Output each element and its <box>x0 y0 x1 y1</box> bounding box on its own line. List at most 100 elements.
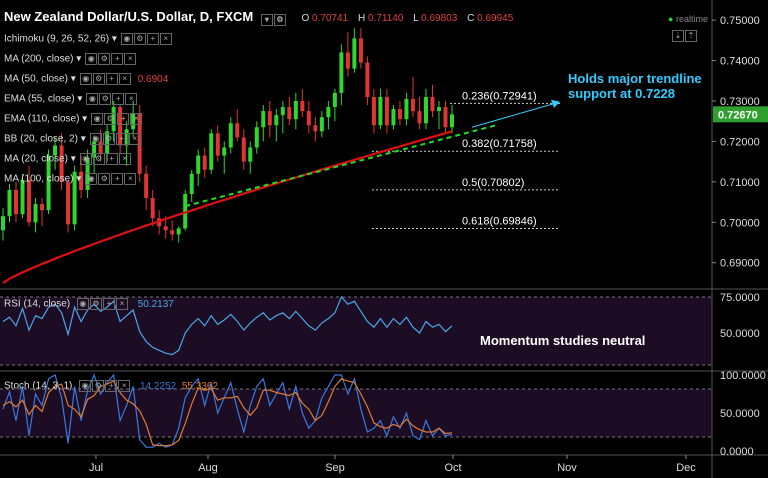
eye-icon[interactable]: ◉ <box>76 298 89 310</box>
gear-icon[interactable]: ⚙ <box>92 380 105 392</box>
plus-icon[interactable]: + <box>105 73 118 85</box>
stoch-band <box>0 389 712 437</box>
close-icon[interactable]: × <box>159 33 172 45</box>
candle-body <box>144 173 149 199</box>
arrow-down-icon[interactable]: ⇣ <box>672 30 684 42</box>
indicator-buttons[interactable]: ◉ ⚙ + × <box>91 113 143 125</box>
close-icon[interactable]: × <box>118 380 131 392</box>
indicator-buttons[interactable]: ◉ ⚙ + × <box>79 73 132 85</box>
gear-icon[interactable]: ⚙ <box>89 298 102 310</box>
plus-icon[interactable]: + <box>102 298 115 310</box>
eye-icon[interactable]: ◉ <box>91 113 104 125</box>
gear-icon[interactable]: ⚙ <box>104 113 117 125</box>
y-tick-label: 0.72000 <box>720 136 760 148</box>
fib-label: 0.618(0.69846) <box>462 216 537 228</box>
eye-icon[interactable]: ◉ <box>89 133 102 145</box>
plus-icon[interactable]: + <box>111 173 124 185</box>
rsi-buttons[interactable]: ◉ ⚙ + × <box>76 298 129 310</box>
eye-icon[interactable]: ◉ <box>79 380 92 392</box>
gear-icon[interactable]: ⚙ <box>92 153 105 165</box>
indicator-buttons[interactable]: ◉ ⚙ + × <box>79 153 132 165</box>
fib-label: 0.382(0.71758) <box>462 138 537 150</box>
indicator-label[interactable]: Ichimoku (9, 26, 52, 26) ▾ <box>4 33 117 45</box>
eye-icon[interactable]: ◉ <box>86 93 99 105</box>
indicator-legend: MA (200, close) ▾ ◉ ⚙ + × <box>4 53 137 65</box>
close-value: 0.69945 <box>477 13 514 24</box>
y-tick-label: 0.69000 <box>720 258 760 270</box>
candle-body <box>189 173 194 194</box>
close-icon[interactable]: × <box>128 133 141 145</box>
y-tick-label: 0.73000 <box>720 96 760 108</box>
eye-icon[interactable]: ◉ <box>85 53 98 65</box>
eye-icon[interactable]: ◉ <box>120 33 133 45</box>
stoch-d-value: 55.3362 <box>181 380 219 392</box>
indicator-buttons[interactable]: ◉ ⚙ + × <box>85 53 137 65</box>
stoch-axis-label: 100.0000 <box>720 370 766 382</box>
title-buttons[interactable]: ▾ ⚙ <box>260 10 287 26</box>
indicator-buttons[interactable]: ◉ ⚙ + × <box>120 33 173 45</box>
candle-body <box>384 96 389 126</box>
close-icon[interactable]: × <box>130 113 143 125</box>
close-icon[interactable]: × <box>124 53 137 65</box>
close-icon[interactable]: × <box>118 153 131 165</box>
candle-body <box>313 125 318 132</box>
indicator-legend: EMA (110, close) ▾ ◉ ⚙ + × <box>4 113 143 125</box>
plus-icon[interactable]: + <box>146 33 159 45</box>
candle-body <box>118 107 123 146</box>
candle-body <box>267 111 272 126</box>
panel-buttons[interactable]: ⇣ ⇡ <box>672 30 698 42</box>
plus-icon[interactable]: + <box>117 113 130 125</box>
indicator-label[interactable]: EMA (55, close) ▾ <box>4 93 83 105</box>
candle-body <box>332 92 337 108</box>
indicator-buttons[interactable]: ◉ ⚙ + × <box>86 93 138 105</box>
dropdown-icon[interactable]: ▾ <box>260 13 273 26</box>
close-icon[interactable]: × <box>125 93 138 105</box>
candle-body <box>306 111 311 126</box>
indicator-label[interactable]: MA (20, close) ▾ <box>4 153 76 165</box>
candle-body <box>423 96 428 124</box>
plus-icon[interactable]: + <box>111 53 124 65</box>
indicator-buttons[interactable]: ◉ ⚙ + × <box>89 133 142 145</box>
gear-icon[interactable]: ⚙ <box>99 93 112 105</box>
candle-body <box>40 204 45 211</box>
indicator-legend: MA (100, close) ▾ ◉ ⚙ + × <box>4 173 137 185</box>
eye-icon[interactable]: ◉ <box>85 173 98 185</box>
candle-body <box>248 147 253 162</box>
gear-icon[interactable]: ⚙ <box>98 173 111 185</box>
close-icon[interactable]: × <box>118 73 131 85</box>
plus-icon[interactable]: + <box>105 153 118 165</box>
y-tick-label: 0.75000 <box>720 15 760 27</box>
eye-icon[interactable]: ◉ <box>79 153 92 165</box>
gear-icon[interactable]: ⚙ <box>133 33 146 45</box>
y-tick-label: 0.70000 <box>720 217 760 229</box>
close-icon[interactable]: × <box>115 298 128 310</box>
indicator-buttons[interactable]: ◉ ⚙ + × <box>85 173 137 185</box>
indicator-label[interactable]: BB (20, close, 2) ▾ <box>4 133 86 145</box>
high-label: H <box>357 13 366 24</box>
candle-body <box>46 155 51 211</box>
annotation-arrow <box>471 102 557 128</box>
candle-body <box>33 204 38 223</box>
arrow-up-icon[interactable]: ⇡ <box>685 30 697 42</box>
plus-icon[interactable]: + <box>115 133 128 145</box>
plus-icon[interactable]: + <box>112 93 125 105</box>
stoch-buttons[interactable]: ◉ ⚙ + × <box>79 380 131 392</box>
indicator-label[interactable]: MA (100, close) ▾ <box>4 173 82 185</box>
close-icon[interactable]: × <box>124 173 137 185</box>
gear-icon[interactable]: ⚙ <box>98 53 111 65</box>
eye-icon[interactable]: ◉ <box>79 73 92 85</box>
fib-label: 0.236(0.72941) <box>462 90 537 102</box>
candle-body <box>196 155 201 174</box>
candle-body <box>365 62 370 97</box>
candle-body <box>66 181 71 225</box>
gear-icon[interactable]: ⚙ <box>273 13 286 26</box>
gear-icon[interactable]: ⚙ <box>102 133 115 145</box>
candle-body <box>293 100 298 120</box>
gear-icon[interactable]: ⚙ <box>92 73 105 85</box>
indicator-label[interactable]: MA (200, close) ▾ <box>4 53 82 65</box>
candle-body <box>397 109 402 120</box>
trendline-note: Holds major trendline support at 0.7228 <box>568 71 702 101</box>
indicator-label[interactable]: MA (50, close) ▾ <box>4 73 76 85</box>
indicator-label[interactable]: EMA (110, close) ▾ <box>4 113 88 125</box>
plus-icon[interactable]: + <box>105 380 118 392</box>
